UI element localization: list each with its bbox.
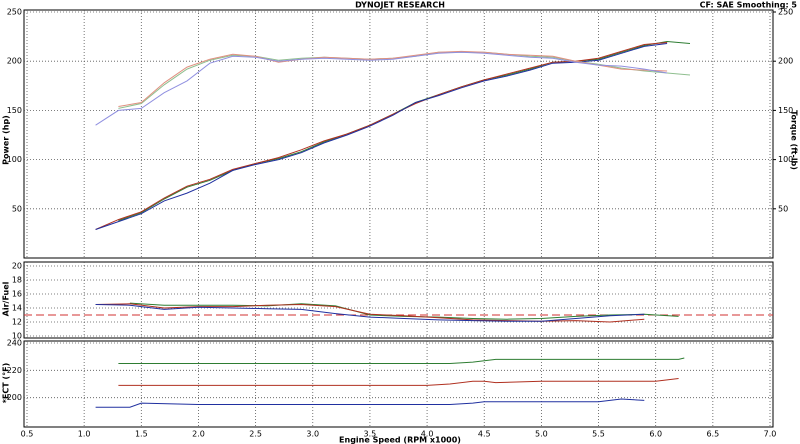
series-line [129,302,679,320]
y-tick-label: 14 [12,304,22,313]
y2-tick-label: 50 [778,204,788,213]
y-tick-label: 12 [12,318,22,327]
y-tick-label: 240 [7,339,22,348]
series-line [118,357,685,364]
panel-frame [23,9,774,259]
x-tick-label: 5.5 [592,430,605,439]
x-tick-label: 5.0 [535,430,548,439]
y-axis-label: *ECT (°F) [2,363,11,404]
x-tick-label: 7.0 [764,430,777,439]
y-tick-label: 150 [7,106,22,115]
x-tick-label: 1.0 [78,430,91,439]
x-tick-label: 3.0 [306,430,319,439]
y-tick-label: 200 [7,393,22,402]
y2-tick-label: 100 [778,155,793,164]
y-axis-label: Air/Fuel [2,281,11,316]
x-tick-label: 0.5 [21,430,34,439]
chart-title: DYNOJET RESEARCH [355,1,445,10]
x-tick-label: 1.5 [135,430,148,439]
panel-frame [23,340,774,428]
x-tick-label: 3.5 [364,430,377,439]
y-tick-label: 50 [12,204,22,213]
series-line [95,51,668,126]
y-tick-label: 100 [7,155,22,164]
x-tick-label: 2.5 [249,430,262,439]
x-tick-label: 2.0 [192,430,205,439]
x-tick-label: 4.5 [478,430,491,439]
x-axis-label: Engine Speed (RPM x1000) [339,436,461,444]
y-tick-label: 250 [7,8,22,17]
series-line [118,50,668,107]
y2-tick-label: 200 [778,57,793,66]
series-line [118,378,679,386]
y-axis-label: Power (hp) [2,115,11,165]
y2-axis-label: Torque (ft-lb) [790,110,799,170]
chart-subtitle: CF: SAE Smoothing: 5 [700,1,798,10]
y2-tick-label: 150 [778,106,793,115]
y-tick-label: 220 [7,366,22,375]
x-tick-label: 6.0 [649,430,662,439]
y-tick-label: 10 [12,332,22,341]
series-line [95,43,668,230]
series-line [95,304,645,322]
series-line [95,303,645,323]
y-tick-label: 16 [12,290,22,299]
x-tick-label: 6.5 [706,430,719,439]
y-tick-label: 18 [12,276,22,285]
y-tick-label: 20 [12,262,22,271]
x-tick-label: 4.0 [421,430,434,439]
panel-frame [23,261,774,339]
series-line [95,398,645,408]
y-tick-label: 200 [7,57,22,66]
y2-tick-label: 250 [778,8,793,17]
